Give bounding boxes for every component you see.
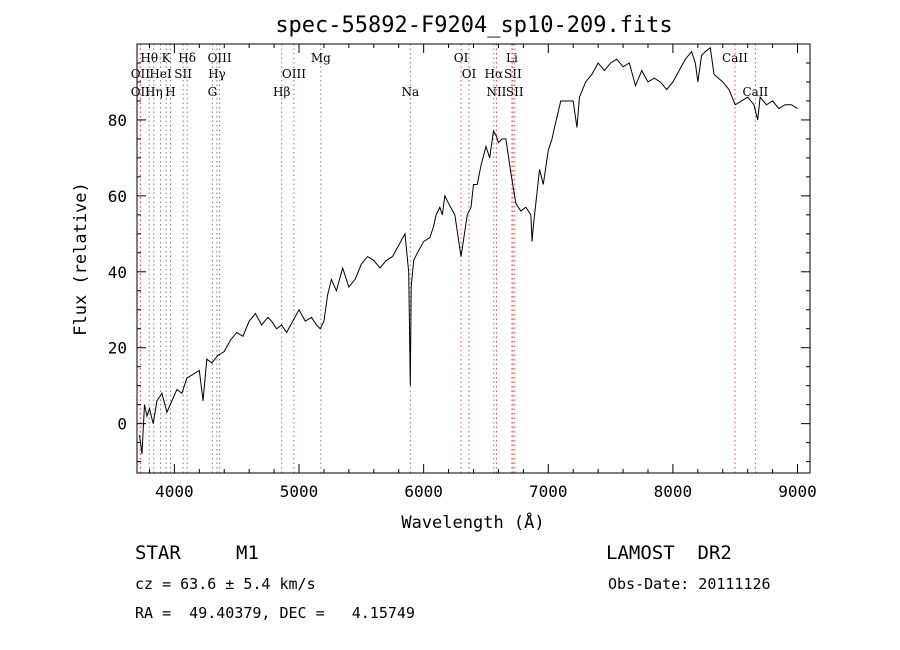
marker-label-24: CaII <box>742 85 768 99</box>
x-axis-label: Wavelength (Å) <box>401 511 544 533</box>
marker-label-18: Li <box>506 51 518 65</box>
marker-label-13: OIII <box>282 67 306 81</box>
marker-label-10: Hγ <box>208 67 226 81</box>
marker-label-6: Hδ <box>178 51 196 65</box>
line-markers: Hθ OII OII K HeI Hη Hδ SII H OIII Hγ G Mg OIII Hβ Na OI O… <box>131 44 769 473</box>
redshift-value: cz = 63.6 ± 5.4 km/s <box>135 575 316 593</box>
marker-label-14: Hβ <box>273 85 290 99</box>
y-tick-label-20: 20 <box>108 339 127 358</box>
marker-label-23: CaII <box>722 51 748 65</box>
marker-label-16: OI <box>454 51 469 65</box>
marker-label-7: SII <box>174 67 192 81</box>
spectrum-chart: spec-55892-F9204_sp10-209.fits Hθ OII OII K… <box>71 13 817 533</box>
chart-title: spec-55892-F9204_sp10-209.fits <box>275 13 672 38</box>
x-axis: 4000 5000 6000 7000 8000 9000 <box>148 44 817 501</box>
marker-label-2: OII <box>131 85 151 99</box>
x-tick-label-7000: 7000 <box>529 482 568 501</box>
y-axis: 0 20 40 60 80 <box>108 62 810 463</box>
marker-label-19: Hα <box>485 67 504 81</box>
x-tick-label-9000: 9000 <box>778 482 817 501</box>
object-subclass: M1 <box>236 542 259 564</box>
survey-name: LAMOST DR2 <box>606 542 732 564</box>
marker-label-1: OII <box>131 67 151 81</box>
plot-frame <box>136 43 811 474</box>
observation-date: Obs-Date: 20111126 <box>608 575 771 593</box>
marker-label-12: Mg <box>311 51 331 65</box>
marker-label-5: Hη <box>145 85 163 99</box>
marker-label-0: Hθ <box>140 51 158 65</box>
marker-label-20: SII <box>504 67 522 81</box>
marker-label-4: HeI <box>149 67 172 81</box>
y-tick-label-0: 0 <box>117 415 127 434</box>
marker-label-8: H <box>165 85 175 99</box>
flux-series-line <box>138 46 798 455</box>
marker-label-11: G <box>208 85 218 99</box>
marker-label-21: NII <box>486 85 506 99</box>
marker-label-17: OI <box>462 67 477 81</box>
coordinates: RA = 49.40379, DEC = 4.15749 <box>135 604 415 622</box>
y-axis-label: Flux (relative) <box>71 182 91 336</box>
marker-label-9: OIII <box>208 51 232 65</box>
y-tick-label-40: 40 <box>108 263 127 282</box>
x-tick-label-4000: 4000 <box>155 482 194 501</box>
marker-label-3: K <box>162 51 172 65</box>
x-tick-label-5000: 5000 <box>280 482 319 501</box>
object-class: STAR <box>135 542 181 564</box>
x-tick-label-6000: 6000 <box>404 482 443 501</box>
y-tick-label-60: 60 <box>108 187 127 206</box>
marker-label-22: SII <box>506 85 524 99</box>
x-tick-label-8000: 8000 <box>654 482 693 501</box>
marker-label-15: Na <box>401 85 419 99</box>
y-tick-label-80: 80 <box>108 111 127 130</box>
